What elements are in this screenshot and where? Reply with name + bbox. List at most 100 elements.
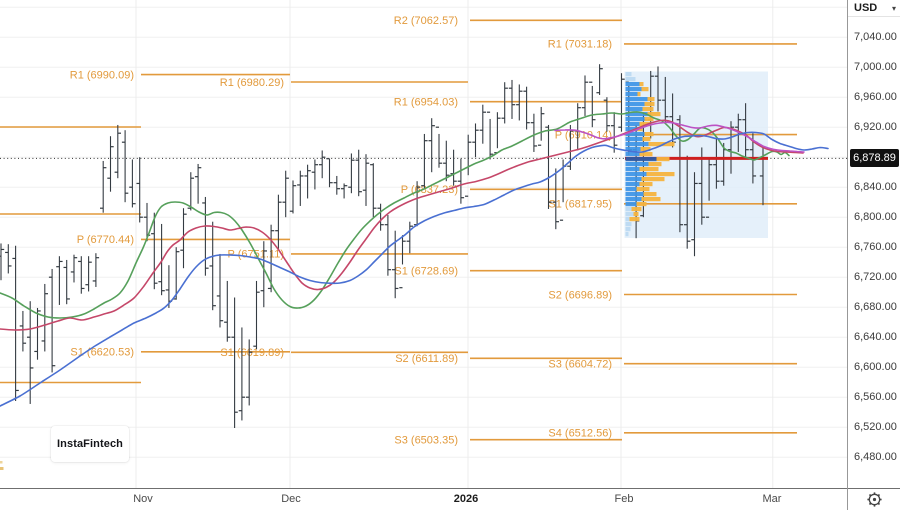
volume-profile-row-orange (639, 122, 651, 127)
volume-profile-row-orange (648, 142, 675, 147)
volume-profile-row-orange (646, 172, 675, 177)
volume-profile-row-orange (641, 87, 649, 92)
volume-profile-row-orange (639, 182, 653, 187)
instafintech-logo: InstaFintech (51, 426, 129, 462)
volume-profile-row-orange (642, 137, 651, 142)
volume-profile-row-orange (644, 102, 655, 107)
pivot-level-label: P (6770.44) (77, 234, 134, 246)
volume-profile-row (625, 87, 642, 92)
month-label-feb: Feb (614, 493, 634, 505)
volume-profile-row (625, 217, 630, 222)
pivot-level-label: S1 (6817.95) (548, 199, 612, 211)
volume-profile-row (625, 72, 632, 77)
price-tick-label: 6,800.00 (854, 211, 897, 224)
axis-separator (847, 488, 848, 510)
ma-line-crimson (0, 119, 804, 331)
volume-profile-row-orange (644, 132, 654, 137)
current-price-value: 6,878.89 (853, 152, 896, 164)
volume-profile-row (625, 132, 645, 137)
volume-profile-row (625, 142, 649, 147)
month-label-2026: 2026 (453, 493, 479, 505)
pivot-level-label: R2 (7062.57) (394, 15, 458, 27)
volume-profile-row-orange (636, 187, 650, 192)
volume-profile-row-orange (639, 167, 659, 172)
volume-profile-row-orange (641, 197, 661, 202)
volume-profile-row (625, 92, 638, 97)
volume-profile-row-orange (631, 207, 642, 212)
volume-profile-row (625, 157, 657, 162)
currency-selector[interactable]: USD ▾ (848, 0, 900, 17)
price-tick-label: 6,600.00 (854, 361, 897, 374)
volume-profile-row-orange (648, 162, 662, 167)
price-tick-label: 6,840.00 (854, 181, 897, 194)
chevron-down-icon: ▾ (891, 3, 896, 13)
volume-profile-row (625, 77, 636, 82)
price-axis[interactable]: USD ▾ 7,040.00 7,000.00 6,960.00 6,920.00 6,… (847, 0, 900, 488)
volume-profile-row (625, 202, 637, 207)
pivot-level-label: S2 (6696.89) (548, 289, 612, 301)
volume-profile-row (625, 117, 645, 122)
price-tick-label: 6,920.00 (854, 121, 897, 134)
volume-profile-row-orange (629, 217, 640, 222)
volume-profile-row (625, 127, 638, 132)
pivot-level-label: R1 (7031.18) (548, 39, 612, 51)
volume-profile-row (625, 122, 640, 127)
ma-line-blue (0, 131, 829, 407)
volume-profile-row (625, 177, 642, 182)
logo-text: InstaFintech (57, 438, 123, 450)
price-chart-canvas[interactable]: R1 (6990.09) P (6770.44) S1 (6620.53) R1 (6… (0, 0, 847, 488)
price-tick-label: 7,040.00 (854, 31, 897, 44)
volume-profile-row (625, 207, 632, 212)
volume-profile-row (625, 227, 631, 232)
volume-profile-row (625, 192, 644, 197)
month-label-nov: Nov (133, 493, 153, 505)
volume-profile-row (625, 182, 640, 187)
volume-profile-row (625, 152, 640, 157)
price-tick-label: 6,960.00 (854, 91, 897, 104)
clipped-label-fragment (0, 461, 3, 464)
volume-profile-row-orange (656, 157, 670, 162)
currency-label: USD (854, 2, 878, 14)
volume-profile-row-orange (644, 117, 654, 122)
ma-line-magenta (554, 121, 805, 153)
volume-profile-row (625, 232, 629, 237)
price-tick-label: 6,560.00 (854, 391, 897, 404)
volume-profile-row-orange (639, 152, 653, 157)
volume-profile-row (625, 107, 643, 112)
volume-profile-row (625, 222, 632, 227)
volume-profile-row-orange (647, 97, 655, 102)
volume-profile-row-orange (647, 112, 661, 117)
volume-profile-row (625, 197, 642, 202)
price-tick-label: 6,640.00 (854, 331, 897, 344)
volume-profile-row-orange (636, 202, 647, 207)
volume-profile-row (625, 167, 640, 172)
pivot-level-label: P (6910.14) (555, 129, 612, 141)
volume-profile-row (625, 82, 640, 87)
pivot-level-label: S1 (6620.53) (70, 347, 134, 359)
price-tick-label: 6,480.00 (854, 451, 897, 464)
settings-gear-icon[interactable] (866, 491, 883, 508)
volume-profile-row-orange (639, 82, 644, 87)
price-tick-label: 6,520.00 (854, 421, 897, 434)
pivot-level-label: S2 (6611.89) (395, 353, 458, 365)
clipped-label-fragment (0, 467, 4, 470)
volume-profile-row-orange (642, 107, 654, 112)
month-label-dec: Dec (281, 493, 301, 505)
price-tick-label: 6,680.00 (854, 301, 897, 314)
volume-profile-row (625, 137, 643, 142)
volume-profile-row (625, 212, 634, 217)
volume-profile-row (625, 172, 647, 177)
volume-profile-row (625, 147, 641, 152)
volume-profile-row-orange (640, 147, 651, 152)
pivot-level-label: S3 (6503.35) (394, 435, 458, 447)
pivot-level-label: S4 (6512.56) (548, 428, 612, 440)
pivot-level-label: S1 (6728.69) (394, 266, 458, 278)
volume-profile-row-orange (637, 92, 641, 97)
volume-profile-row-orange (641, 177, 665, 182)
volume-profile-row (625, 187, 637, 192)
volume-profile-row-orange (633, 212, 639, 217)
price-tick-label: 6,720.00 (854, 271, 897, 284)
time-axis[interactable]: Nov Dec 2026 Feb Mar (0, 488, 900, 510)
price-tick-label: 7,000.00 (854, 61, 897, 74)
